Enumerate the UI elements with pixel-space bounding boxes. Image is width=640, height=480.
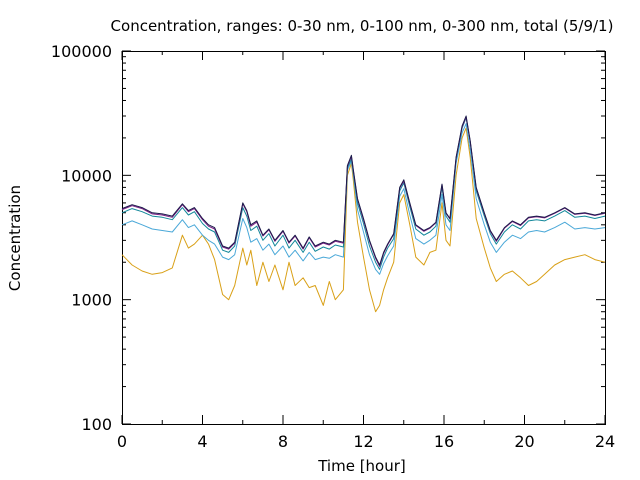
y-tick-label: 1000 (71, 291, 112, 310)
y-tick-label: 10000 (61, 166, 112, 185)
x-tick-label: 0 (117, 432, 127, 451)
x-tick-label: 20 (514, 432, 534, 451)
series-line-5 (121, 127, 606, 313)
x-tick-label: 24 (595, 432, 615, 451)
y-tick-label: 100000 (51, 42, 112, 61)
y-tick-label: 100 (81, 415, 112, 434)
series-line-3 (121, 117, 606, 270)
series-line-4 (121, 123, 606, 275)
y-axis: 100 1000 10000 100000 (51, 42, 605, 434)
x-tick-label: 12 (353, 432, 373, 451)
series-lines (121, 115, 606, 313)
chart-title: Concentration, ranges: 0-30 nm, 0-100 nm… (111, 17, 614, 35)
x-axis-title: Time [hour] (317, 457, 406, 475)
x-axis: 0 4 8 12 16 20 24 (117, 51, 615, 451)
y-axis-title: Concentration (6, 185, 24, 291)
x-tick-label: 16 (434, 432, 454, 451)
plot-area-frame (122, 51, 606, 425)
series-line-1 (121, 115, 606, 266)
x-tick-label: 8 (278, 432, 288, 451)
x-tick-label: 4 (197, 432, 207, 451)
